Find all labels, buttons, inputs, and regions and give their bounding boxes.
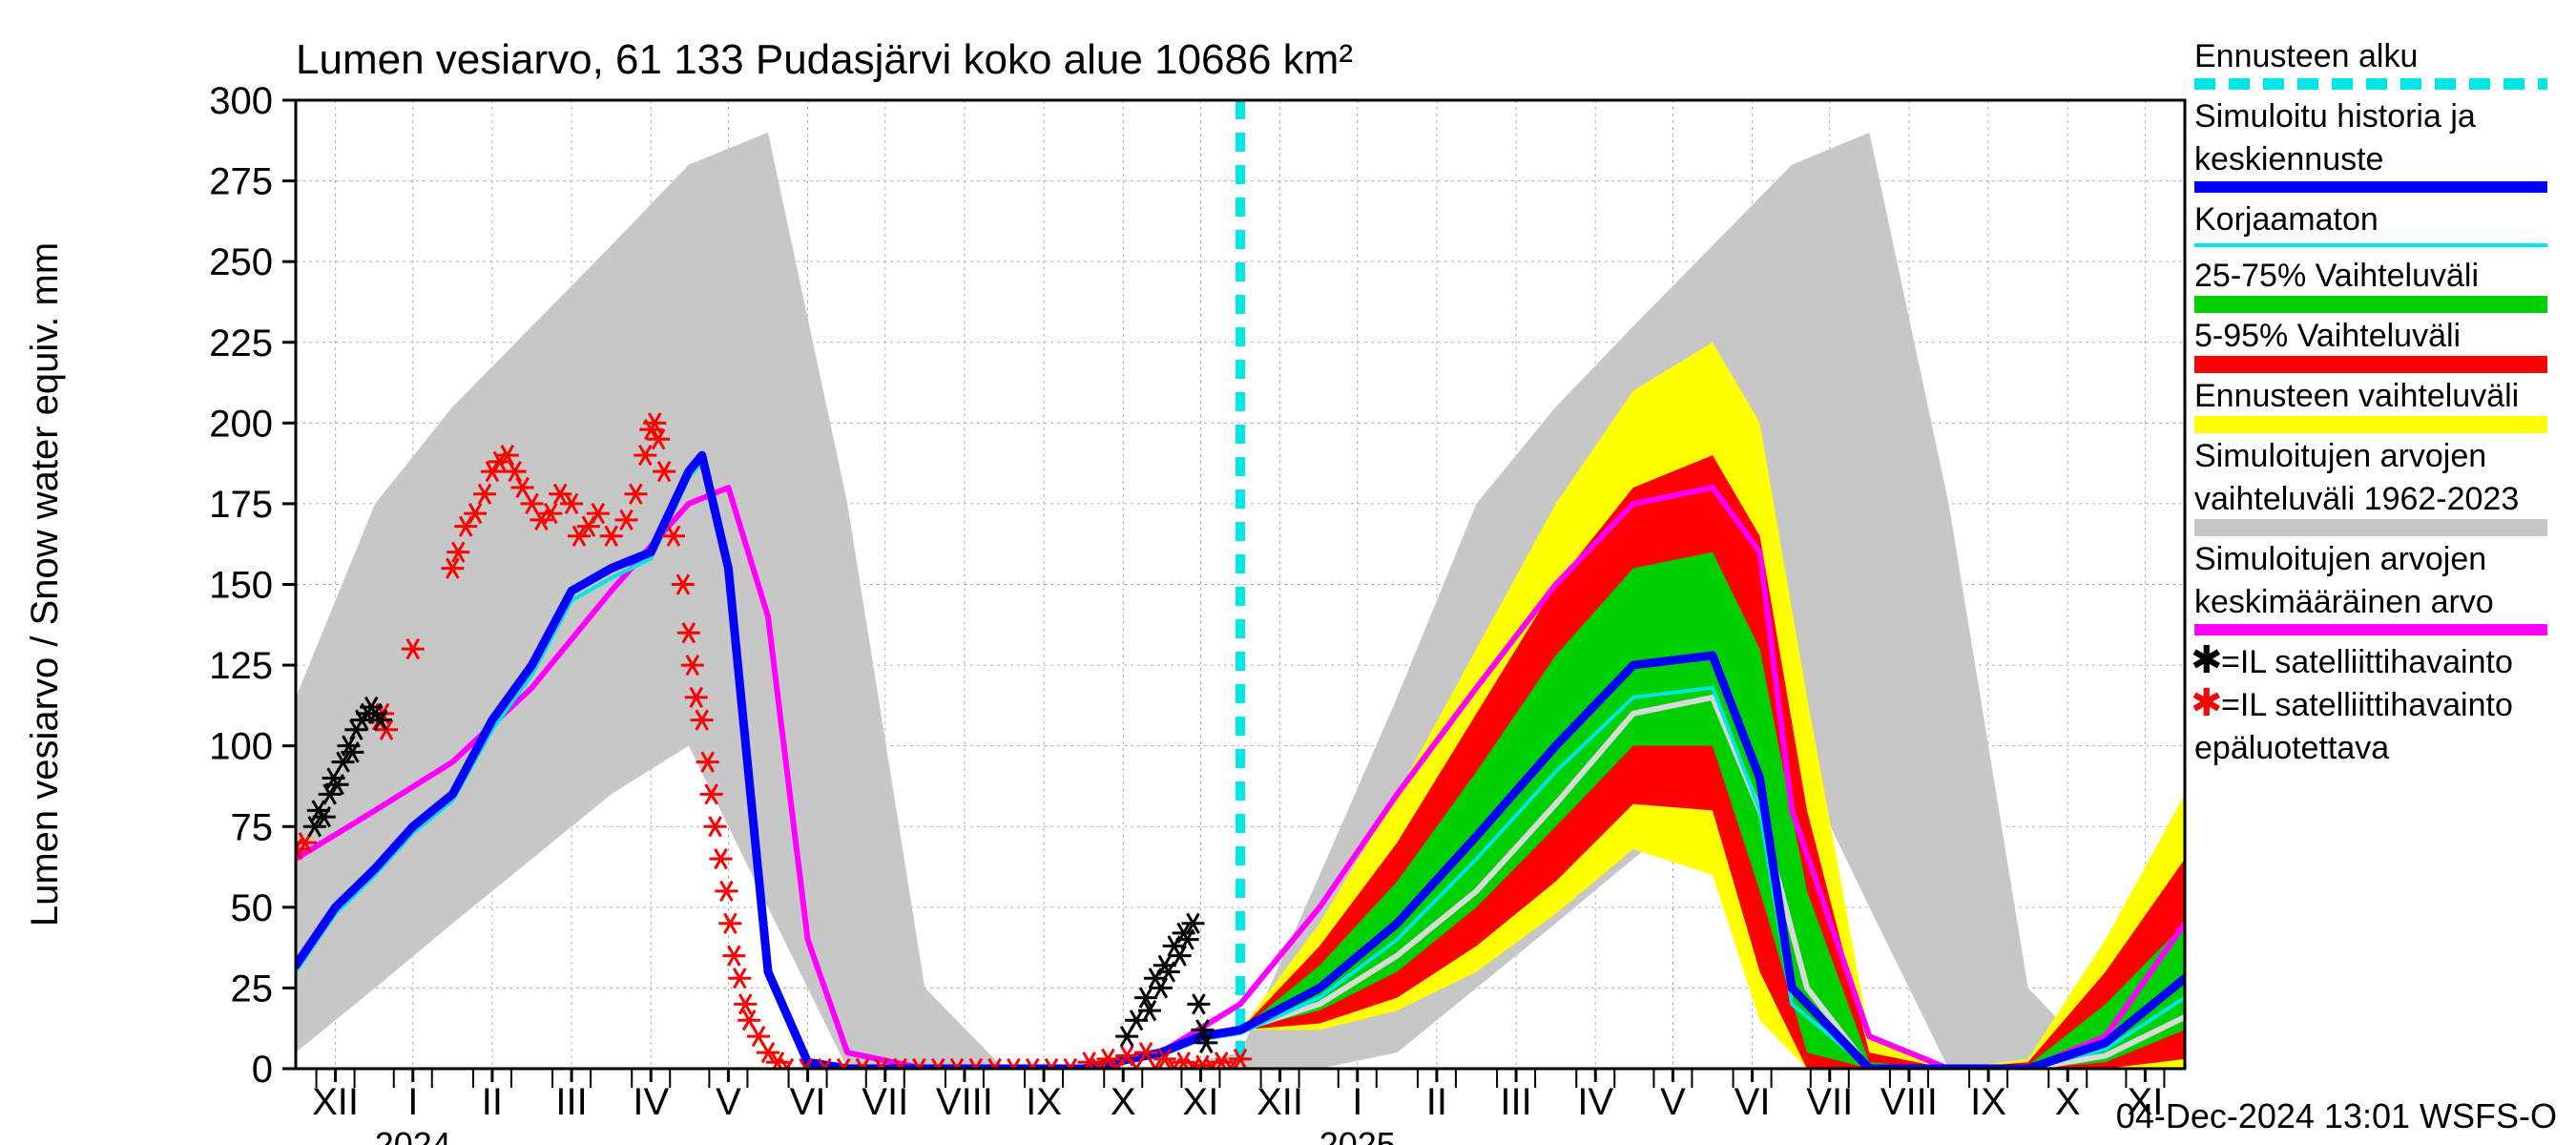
x-tick-label: VI [1735, 1081, 1771, 1123]
y-tick-label: 250 [209, 241, 273, 283]
legend-swatch [2194, 519, 2547, 536]
x-tick-label: XII [312, 1081, 359, 1123]
x-tick-label: IV [633, 1081, 669, 1123]
chart-container: 0255075100125150175200225250275300XIIIII… [0, 0, 2576, 1145]
x-tick-label: VIII [936, 1081, 993, 1123]
legend-label: =IL satelliittihavainto [2221, 687, 2513, 723]
legend-item: Simuloitujen arvojen [2194, 438, 2486, 474]
y-tick-label: 50 [231, 887, 274, 929]
legend-item: ✱=IL satelliittihavainto [2191, 639, 2513, 681]
x-tick-label: V [1660, 1081, 1686, 1123]
x-tick-label: XII [1257, 1081, 1303, 1123]
y-axis-label: Lumen vesiarvo / Snow water equiv. mm [24, 242, 66, 926]
legend-swatch [2194, 296, 2547, 313]
x-tick-label: III [1500, 1081, 1531, 1123]
legend-swatch [2194, 356, 2547, 373]
x-tick-label: X [2055, 1081, 2081, 1123]
x-tick-label: II [1426, 1081, 1447, 1123]
x-tick-label: VII [862, 1081, 908, 1123]
x-tick-label: VIII [1880, 1081, 1938, 1123]
legend-label: keskiennuste [2194, 141, 2383, 177]
legend-item: Simuloitu historia ja [2194, 98, 2476, 135]
legend-label: =IL satelliittihavainto [2221, 644, 2513, 680]
x-tick-label: III [555, 1081, 587, 1123]
legend-label: Ennusteen alku [2194, 38, 2418, 74]
y-tick-label: 25 [231, 968, 274, 1010]
legend-item: vaihteluväli 1962-2023 [2194, 481, 2547, 536]
legend-label: Simuloitujen arvojen [2194, 541, 2486, 577]
year-label-1: 2024 [375, 1125, 451, 1145]
y-tick-label: 100 [209, 726, 273, 768]
x-tick-label: IX [1026, 1081, 1062, 1123]
year-label-2: 2025 [1319, 1125, 1396, 1145]
y-tick-label: 75 [231, 806, 274, 848]
x-tick-label: IX [1970, 1081, 2006, 1123]
legend-label: Korjaamaton [2194, 201, 2379, 238]
legend-label: 25-75% Vaihteluväli [2194, 258, 2479, 294]
timestamp-label: 04-Dec-2024 13:01 WSFS-O [2116, 1096, 2557, 1135]
x-tick-label: VI [790, 1081, 826, 1123]
legend-item: epäluotettava [2194, 730, 2389, 766]
x-tick-label: VII [1806, 1081, 1853, 1123]
x-tick-label: I [1352, 1081, 1362, 1123]
legend-label: keskimääräinen arvo [2194, 584, 2494, 620]
legend-item: Simuloitujen arvojen [2194, 541, 2486, 577]
x-tick-label: IV [1577, 1081, 1613, 1123]
legend-item: Ennusteen vaihteluväli [2194, 378, 2547, 433]
legend-label: 5-95% Vaihteluväli [2194, 318, 2461, 354]
legend-label: Simuloitu historia ja [2194, 98, 2476, 135]
x-tick-label: I [407, 1081, 418, 1123]
legend-label: Simuloitujen arvojen [2194, 438, 2486, 474]
x-tick-label: X [1111, 1081, 1136, 1123]
legend-marker-icon: ✱ [2191, 639, 2223, 681]
x-tick-label: V [716, 1081, 741, 1123]
legend-marker-icon: ✱ [2191, 682, 2223, 724]
y-tick-label: 125 [209, 645, 273, 687]
legend-label: epäluotettava [2194, 730, 2389, 766]
chart-svg: 0255075100125150175200225250275300XIIIII… [0, 0, 2576, 1145]
y-tick-label: 0 [252, 1049, 273, 1091]
chart-title: Lumen vesiarvo, 61 133 Pudasjärvi koko a… [296, 36, 1353, 83]
y-tick-label: 175 [209, 484, 273, 526]
x-tick-label: XI [1183, 1081, 1219, 1123]
legend-label: vaihteluväli 1962-2023 [2194, 481, 2519, 517]
y-tick-label: 150 [209, 565, 273, 607]
x-tick-label: II [482, 1081, 503, 1123]
legend-label: Ennusteen vaihteluväli [2194, 378, 2519, 414]
y-tick-label: 200 [209, 403, 273, 445]
y-tick-label: 300 [209, 80, 273, 122]
y-tick-label: 275 [209, 161, 273, 203]
legend-swatch [2194, 416, 2547, 433]
y-tick-label: 225 [209, 323, 273, 364]
legend-item: ✱=IL satelliittihavainto [2191, 682, 2513, 724]
